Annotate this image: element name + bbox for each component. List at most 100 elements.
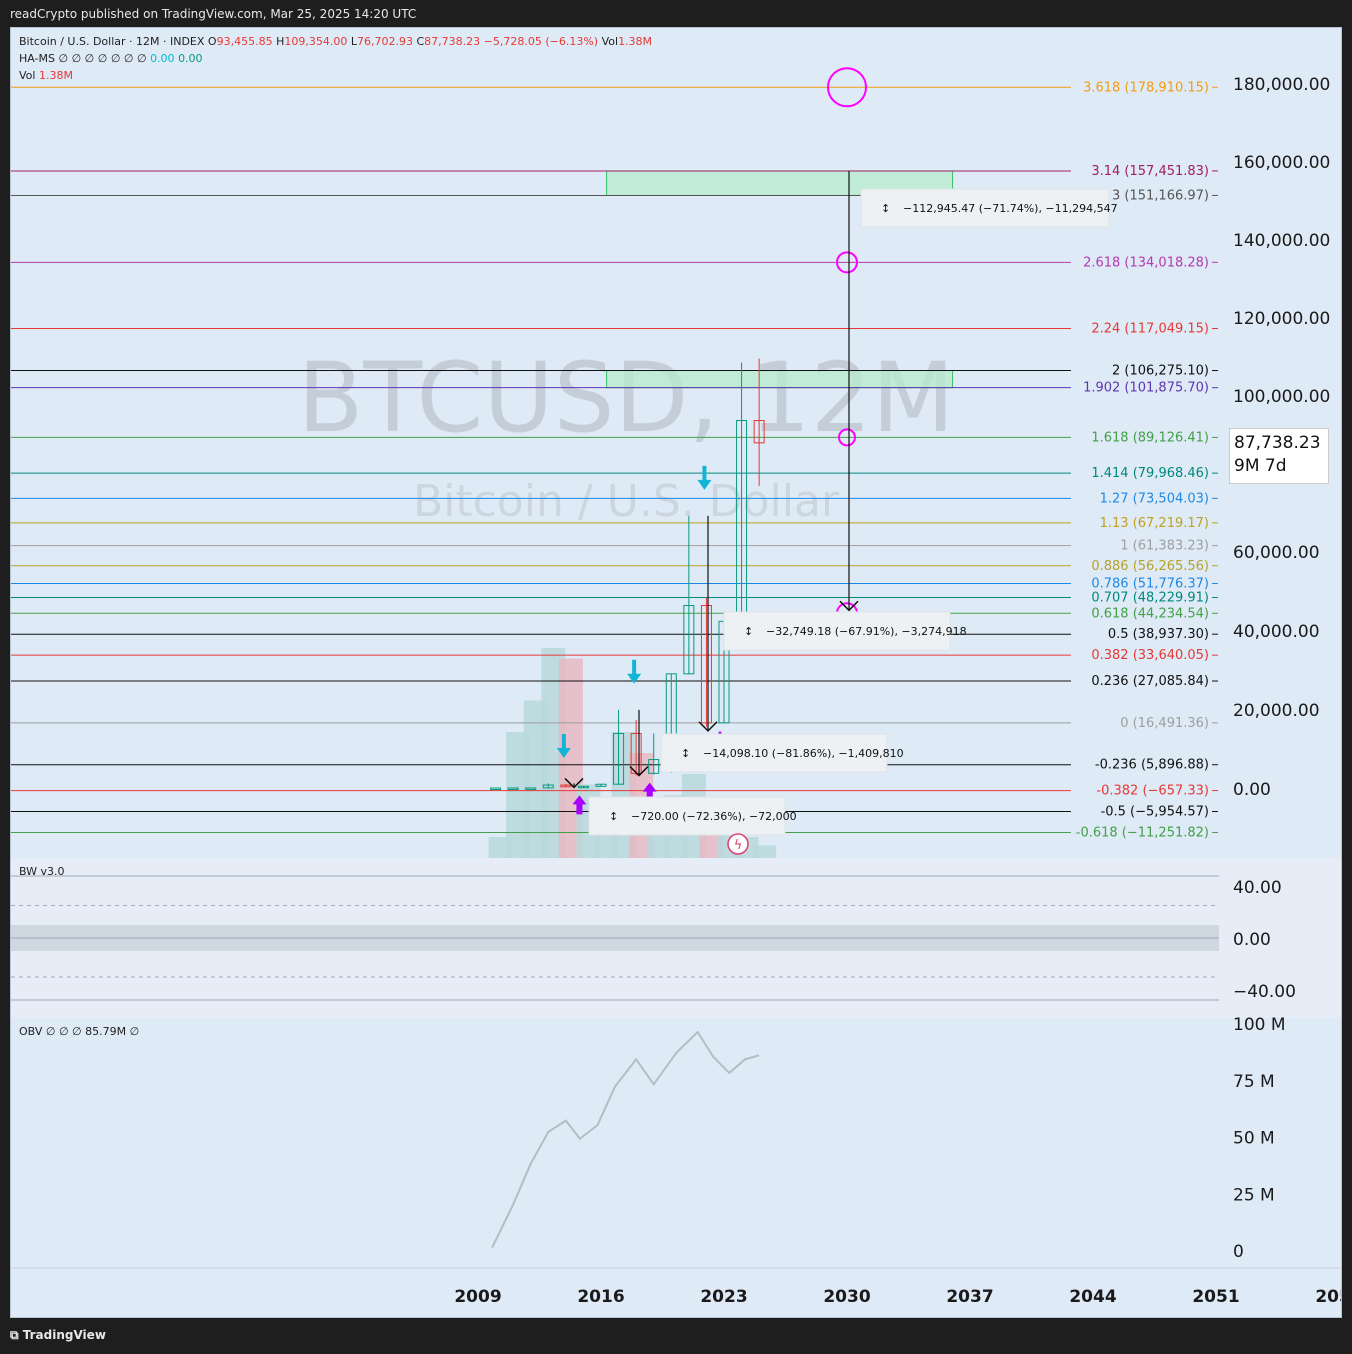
price-chart-svg[interactable]: BTCUSD, 12M Bitcoin / U.S. Dollar 3.618 (1… bbox=[11, 28, 1342, 858]
price-axis-tick-label: 60,000.00 bbox=[1233, 543, 1320, 563]
fib-level-label: 3 (151,166.97) bbox=[1112, 188, 1209, 203]
candle-body bbox=[507, 787, 519, 790]
tradingview-logo-icon: ⧉ bbox=[10, 1328, 19, 1342]
obv-line bbox=[491, 1030, 760, 1249]
fib-level-label: 1.414 (79,968.46) bbox=[1091, 466, 1209, 481]
bw-legend: BW v3.0 bbox=[19, 865, 65, 878]
fib-level-label: 3.14 (157,451.83) bbox=[1091, 164, 1209, 179]
price-axis-tick-label: 20,000.00 bbox=[1233, 701, 1320, 721]
candle-body bbox=[595, 783, 607, 787]
measure-arrowhead-icon bbox=[839, 600, 859, 612]
price-axis-tick-label: 160,000.00 bbox=[1233, 153, 1330, 173]
fib-level-label: 2.24 (117,049.15) bbox=[1091, 322, 1209, 337]
candle-body bbox=[577, 785, 589, 789]
measure-ruler-icon: ↕ bbox=[681, 747, 690, 760]
fib-level-label: 1.27 (73,504.03) bbox=[1100, 491, 1209, 506]
price-axis-tick-label: 100,000.00 bbox=[1233, 387, 1330, 407]
target-zone bbox=[606, 370, 954, 389]
price-axis-tick-label: 120,000.00 bbox=[1233, 309, 1330, 329]
measure-label-box bbox=[660, 733, 888, 773]
measure-label-box bbox=[723, 611, 951, 651]
change-value: −5,728.05 (−6.13%) bbox=[483, 35, 599, 48]
target-circle-icon bbox=[838, 428, 856, 447]
lightning-badge-icon bbox=[727, 833, 749, 855]
fib-level-label: 0.786 (51,776.37) bbox=[1091, 576, 1209, 591]
price-pane[interactable]: BTCUSD, 12M Bitcoin / U.S. Dollar 3.618 (1… bbox=[11, 28, 1342, 858]
high-value: 109,354.00 bbox=[284, 35, 348, 48]
target-circle-icon bbox=[836, 251, 858, 274]
time-axis-tick-label: 2016 bbox=[577, 1287, 624, 1307]
bw-chart-svg[interactable]: 40.00 0.00 −40.00 bbox=[11, 858, 1342, 1018]
fib-level-label: 3.618 (178,910.15) bbox=[1083, 80, 1209, 95]
purple-up-arrow-icon bbox=[572, 795, 587, 815]
time-axis-tick-label: 2051 bbox=[1192, 1287, 1239, 1307]
time-axis-tick-label: 2009 bbox=[454, 1287, 501, 1307]
obv-axis-tick-label: 25 M bbox=[1233, 1185, 1275, 1205]
obv-legend: OBV ∅ ∅ ∅ 85.79M ∅ bbox=[19, 1025, 140, 1038]
obv-pane[interactable]: 0 25 M 50 M 75 M 100 M OBV ∅ ∅ ∅ 85.79M ∅ bbox=[11, 1015, 1342, 1268]
measure-label-text: −14,098.10 (−81.86%), −1,409,810 bbox=[703, 747, 904, 760]
vol-legend: Vol 1.38M bbox=[19, 69, 73, 82]
cyan-down-arrow-icon bbox=[697, 465, 712, 490]
countdown-value: 9M 7d bbox=[1234, 456, 1287, 476]
time-axis-tick-label: 2023 bbox=[700, 1287, 747, 1307]
candle-body bbox=[560, 784, 572, 788]
time-axis-tick-label: 2030 bbox=[823, 1287, 870, 1307]
lightning-glyph-icon: ϟ bbox=[734, 838, 743, 853]
time-axis-tick-label: 2044 bbox=[1069, 1287, 1116, 1307]
fib-level-label: 0.5 (38,937.30) bbox=[1108, 627, 1209, 642]
fib-level-label: 0.886 (56,265.56) bbox=[1091, 559, 1209, 574]
measure-ruler-icon: ↕ bbox=[609, 810, 618, 823]
obv-axis-tick-label: 75 M bbox=[1233, 1072, 1275, 1092]
measure-label-box bbox=[860, 188, 1110, 228]
symbol-legend: Bitcoin / U.S. Dollar · 12M · INDEX O93,… bbox=[19, 35, 653, 48]
hams-legend: HA-MS ∅ ∅ ∅ ∅ ∅ ∅ ∅ 0.00 0.00 bbox=[19, 52, 203, 65]
measure-label-box bbox=[588, 796, 786, 836]
candle-body bbox=[613, 732, 625, 785]
obv-chart-svg[interactable]: 0 25 M 50 M 75 M 100 M bbox=[11, 1015, 1342, 1268]
measure-arrowhead-icon bbox=[629, 766, 649, 777]
time-axis[interactable]: 2009 2016 2023 2030 2037 2044 2051 2058 bbox=[11, 1267, 1342, 1318]
candle-body bbox=[525, 787, 537, 790]
candle-body bbox=[683, 605, 695, 675]
candle-body bbox=[648, 759, 660, 774]
price-axis-tick-label: 0.00 bbox=[1233, 780, 1271, 800]
tradingview-brand[interactable]: ⧉ TradingView bbox=[10, 1328, 106, 1342]
fib-level-label: 0.618 (44,234.54) bbox=[1091, 606, 1209, 621]
fib-level-label: 2.618 (134,018.28) bbox=[1083, 255, 1209, 270]
watermark-description: Bitcoin / U.S. Dollar bbox=[413, 476, 840, 527]
fib-level-label: 1.618 (89,126.41) bbox=[1091, 430, 1209, 445]
fib-level-label: 1 (61,383.23) bbox=[1120, 539, 1209, 554]
price-axis-tick-label: 180,000.00 bbox=[1233, 75, 1330, 95]
fib-level-label: 0.707 (48,229.91) bbox=[1091, 590, 1209, 605]
vol-value: 1.38M bbox=[618, 35, 653, 48]
bw-pane[interactable]: 40.00 0.00 −40.00 BW v3.0 bbox=[11, 858, 1342, 1018]
price-axis-tick-label: 140,000.00 bbox=[1233, 231, 1330, 251]
bw-axis-tick-label: 0.00 bbox=[1233, 930, 1271, 950]
time-axis-tick-label: 2037 bbox=[946, 1287, 993, 1307]
open-value: 93,455.85 bbox=[216, 35, 273, 48]
fib-level-label: -0.618 (−11,251.82) bbox=[1076, 825, 1209, 840]
low-value: 76,702.93 bbox=[356, 35, 413, 48]
measure-ruler-icon: ↕ bbox=[744, 625, 753, 638]
fib-level-label: 0.236 (27,085.84) bbox=[1091, 674, 1209, 689]
candle-body bbox=[753, 420, 765, 444]
bw-axis-tick-label: −40.00 bbox=[1233, 982, 1296, 1002]
time-axis-svg[interactable]: 2009 2016 2023 2030 2037 2044 2051 2058 bbox=[11, 1267, 1342, 1318]
chart-frame[interactable]: BTCUSD, 12M Bitcoin / U.S. Dollar 3.618 (1… bbox=[10, 27, 1342, 1318]
current-price-value: 87,738.23 bbox=[1234, 433, 1321, 453]
fib-level-label: 0.382 (33,640.05) bbox=[1091, 648, 1209, 663]
fib-level-label: -0.5 (−5,954.57) bbox=[1101, 805, 1209, 820]
close-value: 87,738.23 bbox=[424, 35, 481, 48]
fib-level-label: -0.236 (5,896.88) bbox=[1095, 758, 1209, 773]
cyan-down-arrow-icon bbox=[556, 734, 571, 759]
measure-arrowhead-icon bbox=[698, 721, 718, 732]
current-price-label: 87,738.23 9M 7d bbox=[1229, 428, 1329, 484]
purple-up-arrow-icon bbox=[642, 782, 657, 802]
candle-body bbox=[700, 605, 712, 724]
measure-label-text: −112,945.47 (−71.74%), −11,294,547 bbox=[903, 202, 1118, 215]
measure-label-text: −720.00 (−72.36%), −72,000 bbox=[631, 810, 797, 823]
measure-label-text: −32,749.18 (−67.91%), −3,274,918 bbox=[766, 625, 967, 638]
bw-axis-tick-label: 40.00 bbox=[1233, 878, 1282, 898]
volume-bar bbox=[752, 845, 777, 858]
